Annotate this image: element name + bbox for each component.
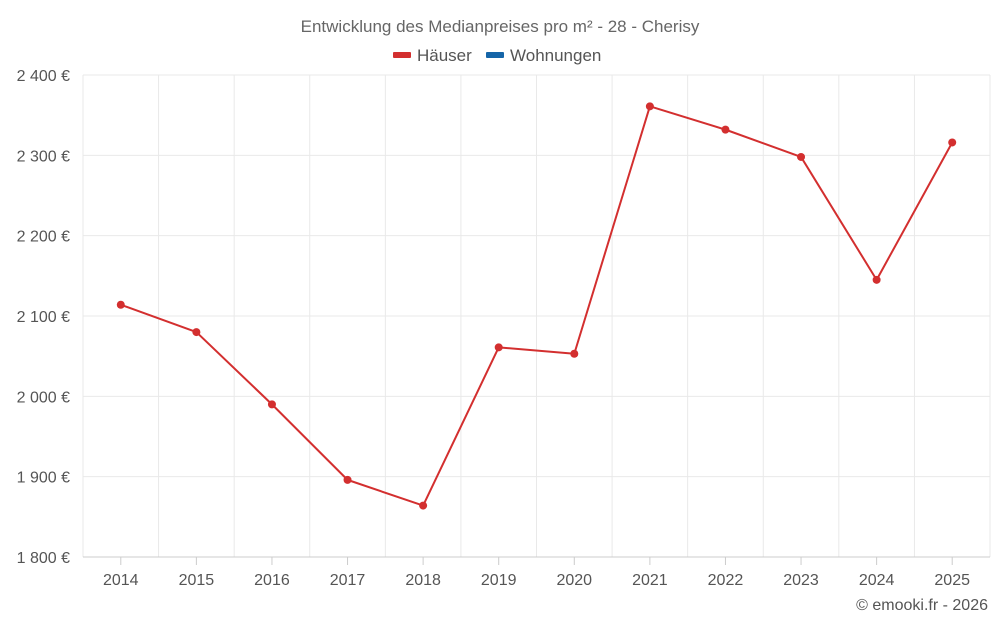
- x-tick-label: 2019: [481, 572, 517, 589]
- x-tick-label: 2023: [783, 572, 819, 589]
- series-line-haeuser: [120, 105, 954, 507]
- data-point-2022[interactable]: [721, 125, 730, 134]
- y-tick-label: 1 900 €: [17, 470, 70, 487]
- grid: [82, 74, 991, 558]
- data-point-2018[interactable]: [419, 501, 428, 510]
- data-point-2015[interactable]: [192, 328, 201, 337]
- data-point-2017[interactable]: [343, 475, 352, 484]
- legend-label-wohnungen[interactable]: Wohnungen: [510, 46, 601, 65]
- legend-swatch-haeuser[interactable]: [393, 52, 411, 58]
- y-tick-label: 1 800 €: [17, 550, 70, 567]
- y-tick-label: 2 200 €: [17, 229, 70, 246]
- x-tick-label: 2020: [556, 572, 592, 589]
- x-tick-label: 2017: [330, 572, 366, 589]
- x-tick-label: 2024: [859, 572, 895, 589]
- legend-label-haeuser[interactable]: Häuser: [417, 46, 472, 65]
- data-point-2024[interactable]: [872, 275, 881, 284]
- series-layer: [116, 102, 957, 510]
- data-point-2020[interactable]: [570, 349, 579, 358]
- credit-text: © emooki.fr - 2026: [856, 597, 988, 614]
- data-point-2025[interactable]: [948, 138, 957, 147]
- x-tick-label: 2015: [179, 572, 215, 589]
- axes: 1 800 € 1 900 € 2 000 € 2 100 € 2 200 € 2 300…: [17, 68, 990, 589]
- legend: Häuser Wohnungen: [393, 46, 601, 65]
- data-point-2014[interactable]: [116, 300, 125, 309]
- y-tick-label: 2 400 €: [17, 68, 70, 85]
- data-point-2023[interactable]: [797, 152, 806, 161]
- y-tick-label: 2 300 €: [17, 148, 70, 165]
- x-tick-label: 2014: [103, 572, 139, 589]
- legend-swatch-wohnungen[interactable]: [486, 52, 504, 58]
- chart-title: Entwicklung des Medianpreises pro m² - 2…: [301, 17, 700, 36]
- x-tick-label: 2021: [632, 572, 668, 589]
- data-point-2016[interactable]: [267, 400, 276, 409]
- y-tick-label: 2 100 €: [17, 309, 70, 326]
- data-point-2021[interactable]: [645, 102, 654, 111]
- x-tick-label: 2016: [254, 572, 290, 589]
- data-point-2019[interactable]: [494, 343, 503, 352]
- x-tick-label: 2025: [934, 572, 970, 589]
- x-tick-label: 2022: [708, 572, 744, 589]
- x-tick-label: 2018: [405, 572, 441, 589]
- y-tick-label: 2 000 €: [17, 389, 70, 406]
